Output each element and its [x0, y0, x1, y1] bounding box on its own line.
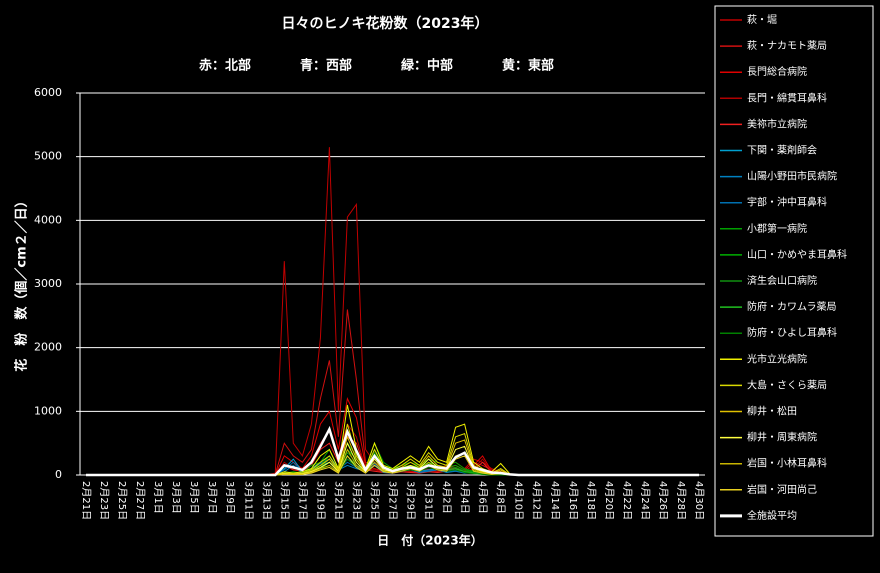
y-tick-label: 3000: [34, 277, 62, 290]
x-tick-label: 3月17日: [296, 481, 308, 520]
x-tick-label: 2月21日: [80, 481, 92, 520]
x-tick-label: 3月11日: [242, 481, 254, 520]
y-tick-label: 0: [55, 468, 62, 481]
x-tick-label: 3月31日: [423, 481, 435, 520]
y-tick-label: 1000: [34, 404, 62, 417]
region-label: 青：西部: [300, 58, 352, 74]
legend-label: 長門総合病院: [747, 65, 807, 78]
legend-label: 岩国・河田尚己: [747, 483, 817, 496]
region-label: 赤：北部: [199, 58, 251, 74]
legend-label: 大島・さくら薬局: [747, 378, 827, 391]
x-tick-label: 3月23日: [350, 481, 362, 520]
legend-label: 小郡第一病院: [747, 222, 807, 235]
x-tick-label: 2月27日: [134, 481, 146, 520]
x-tick-label: 4月14日: [549, 481, 561, 520]
legend-box: [714, 5, 874, 537]
x-tick-label: 4月18日: [585, 481, 597, 520]
x-tick-label: 4月2日: [441, 481, 453, 514]
legend-label: 長門・綿貫耳鼻科: [747, 91, 827, 104]
x-tick-label: 3月19日: [314, 481, 326, 520]
x-tick-label: 3月7日: [206, 481, 218, 514]
x-tick-label: 3月27日: [387, 481, 399, 520]
x-tick-label: 4月12日: [531, 481, 543, 520]
legend-label: 防府・ひよし耳鼻科: [747, 326, 837, 339]
x-tick-label: 3月13日: [260, 481, 272, 520]
legend-label: 萩・堀: [747, 14, 777, 26]
legend-label: 下関・薬剤師会: [747, 144, 817, 157]
legend-label: 萩・ナカモト薬局: [747, 40, 827, 52]
region-label: 黄：東部: [502, 58, 554, 74]
legend-label: 柳井・松田: [747, 405, 797, 418]
y-tick-label: 5000: [34, 150, 62, 163]
x-tick-label: 2月23日: [98, 481, 110, 520]
legend-label: 光市立光病院: [747, 352, 807, 365]
legend-label: 柳井・周東病院: [747, 431, 817, 444]
region-label: 緑：中部: [401, 58, 453, 74]
y-tick-label: 6000: [34, 86, 62, 99]
x-tick-label: 4月26日: [657, 481, 669, 520]
x-tick-label: 4月28日: [675, 481, 687, 520]
x-tick-label: 4月24日: [639, 481, 651, 520]
x-tick-label: 4月30日: [693, 481, 705, 520]
y-tick-label: 2000: [34, 341, 62, 354]
x-tick-label: 4月16日: [567, 481, 579, 520]
x-tick-label: 4月20日: [603, 481, 615, 520]
series-line: [86, 425, 699, 477]
x-tick-label: 3月21日: [332, 481, 344, 520]
x-tick-label: 3月3日: [170, 481, 182, 514]
legend-label: 全施設平均: [747, 509, 797, 522]
x-tick-label: 4月4日: [459, 481, 471, 514]
x-tick-label: 4月8日: [495, 481, 507, 514]
legend-label: 山陽小野田市民病院: [747, 170, 837, 183]
legend-label: 済生会山口病院: [747, 274, 817, 287]
x-axis-label: 日 付（2023年）: [377, 533, 482, 548]
chart-title: 日々のヒノキ花粉数（2023年）: [282, 15, 489, 32]
x-tick-label: 4月6日: [477, 481, 489, 514]
legend-label: 宇部・沖中耳鼻科: [747, 196, 827, 209]
legend-label: 防府・カワムラ薬局: [747, 300, 837, 313]
x-tick-label: 3月25日: [368, 481, 380, 520]
x-tick-label: 3月15日: [278, 481, 290, 520]
y-tick-label: 4000: [34, 213, 62, 226]
x-tick-label: 4月22日: [621, 481, 633, 520]
x-tick-label: 3月5日: [188, 481, 200, 514]
x-tick-label: 3月9日: [224, 481, 236, 514]
x-tick-label: 3月29日: [405, 481, 417, 520]
legend-label: 山口・かめやま耳鼻科: [747, 248, 847, 261]
legend-label: 岩国・小林耳鼻科: [747, 457, 827, 470]
x-tick-label: 2月25日: [116, 481, 128, 520]
y-axis-label: 花 粉 数（個／cm２／日）: [14, 194, 30, 371]
x-tick-label: 3月1日: [152, 481, 164, 514]
legend-label: 美祢市立病院: [747, 117, 807, 130]
x-tick-label: 4月10日: [513, 481, 525, 520]
